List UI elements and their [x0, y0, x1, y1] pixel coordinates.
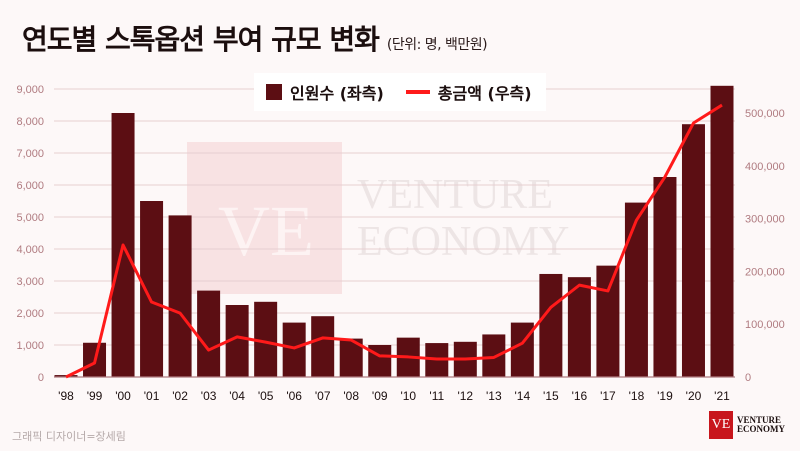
x-tick-label: '09: [372, 389, 388, 403]
x-tick-label: '14: [515, 389, 531, 403]
left-tick-label: 1,000: [16, 340, 44, 352]
left-tick-label: 0: [38, 372, 44, 384]
x-tick-label: '07: [315, 389, 331, 403]
left-tick-label: 4,000: [16, 244, 44, 256]
x-tick-label: '17: [600, 389, 616, 403]
bar: [710, 85, 734, 378]
x-tick-label: '19: [657, 389, 673, 403]
credit: 그래픽 디자이너=장세림: [12, 430, 126, 443]
bar: [482, 334, 506, 377]
gridlines: [54, 88, 735, 346]
bar: [140, 201, 164, 377]
watermark-line1: VENTURE: [357, 172, 553, 218]
logo-text: VENTURE ECONOMY: [737, 416, 785, 434]
axes: 0 1,000 2,000 3,000 4,000 5,000 6,000 7,000 8,00…: [16, 84, 784, 403]
right-tick-label: 200,000: [745, 266, 785, 278]
unit-label: (단위: 명, 백만원): [386, 37, 488, 53]
left-tick-label: 9,000: [16, 84, 44, 96]
x-tick-label: '18: [629, 389, 645, 403]
watermark: VE VENTURE ECONOMY: [187, 142, 569, 294]
legend-item-amount: 총금액 (우측): [405, 80, 532, 104]
left-tick-label: 3,000: [16, 276, 44, 288]
bar: [254, 301, 278, 377]
left-tick-label: 8,000: [16, 116, 44, 128]
bar: [225, 305, 249, 377]
x-tick-label: '98: [58, 389, 74, 403]
legend-label: 총금액 (우측): [437, 84, 532, 103]
left-tick-label: 5,000: [16, 212, 44, 224]
bar: [681, 124, 705, 377]
logo-line1: VENTURE: [737, 415, 782, 425]
line-series: [65, 103, 723, 379]
bar: [339, 338, 363, 377]
bar: [624, 202, 648, 377]
legend-bar-swatch: [266, 84, 282, 100]
x-tick-label: '04: [229, 389, 245, 403]
legend-label: 인원수 (좌측): [290, 84, 384, 103]
bar: [282, 322, 306, 377]
bar: [653, 177, 677, 377]
x-tick-label: '21: [714, 389, 730, 403]
x-tick-label: '15: [543, 389, 559, 403]
x-tick-label: '10: [400, 389, 416, 403]
bar: [168, 215, 192, 377]
x-tick-label: '99: [87, 389, 103, 403]
x-tick-label: '03: [201, 389, 217, 403]
x-tick-label: '11: [429, 389, 444, 403]
logo-mark: VE: [709, 411, 733, 439]
bar: [567, 277, 591, 377]
x-tick-label: '20: [686, 389, 702, 403]
x-tick-label: '05: [258, 389, 274, 403]
x-tick-label: '06: [286, 389, 302, 403]
legend-item-headcount: 인원수 (좌측): [266, 80, 384, 104]
x-tick-label: '13: [486, 389, 502, 403]
right-tick-label: 400,000: [745, 161, 785, 173]
bar: [311, 316, 335, 377]
left-tick-label: 2,000: [16, 308, 44, 320]
logo-line2: ECONOMY: [737, 424, 785, 434]
bar: [197, 290, 221, 377]
chart-title: 연도별 스톡옵션 부여 규모 변화 (단위: 명, 백만원): [22, 18, 488, 58]
x-tick-label: '01: [144, 389, 160, 403]
right-tick-label: 300,000: [745, 214, 785, 226]
watermark-box: [187, 142, 342, 294]
title-text: 연도별 스톡옵션 부여 규모 변화: [22, 23, 380, 56]
watermark-mark: VE: [218, 191, 314, 271]
x-tick-label: '08: [343, 389, 359, 403]
x-tick-label: '12: [457, 389, 473, 403]
watermark-line2: ECONOMY: [357, 219, 569, 265]
bar: [539, 273, 563, 377]
right-tick-label: 0: [745, 372, 751, 384]
x-tick-label: '16: [572, 389, 588, 403]
left-tick-label: 6,000: [16, 180, 44, 192]
amount-line: [65, 103, 723, 379]
bar: [596, 265, 620, 377]
right-tick-label: 100,000: [745, 319, 785, 331]
left-tick-label: 7,000: [16, 148, 44, 160]
legend-line-swatch: [405, 90, 430, 94]
right-tick-label: 500,000: [745, 108, 785, 120]
logo: VE VENTURE ECONOMY: [709, 411, 785, 439]
legend: 인원수 (좌측) 총금액 (우측): [254, 73, 546, 111]
x-tick-label: '00: [115, 389, 131, 403]
x-tick-label: '02: [172, 389, 188, 403]
